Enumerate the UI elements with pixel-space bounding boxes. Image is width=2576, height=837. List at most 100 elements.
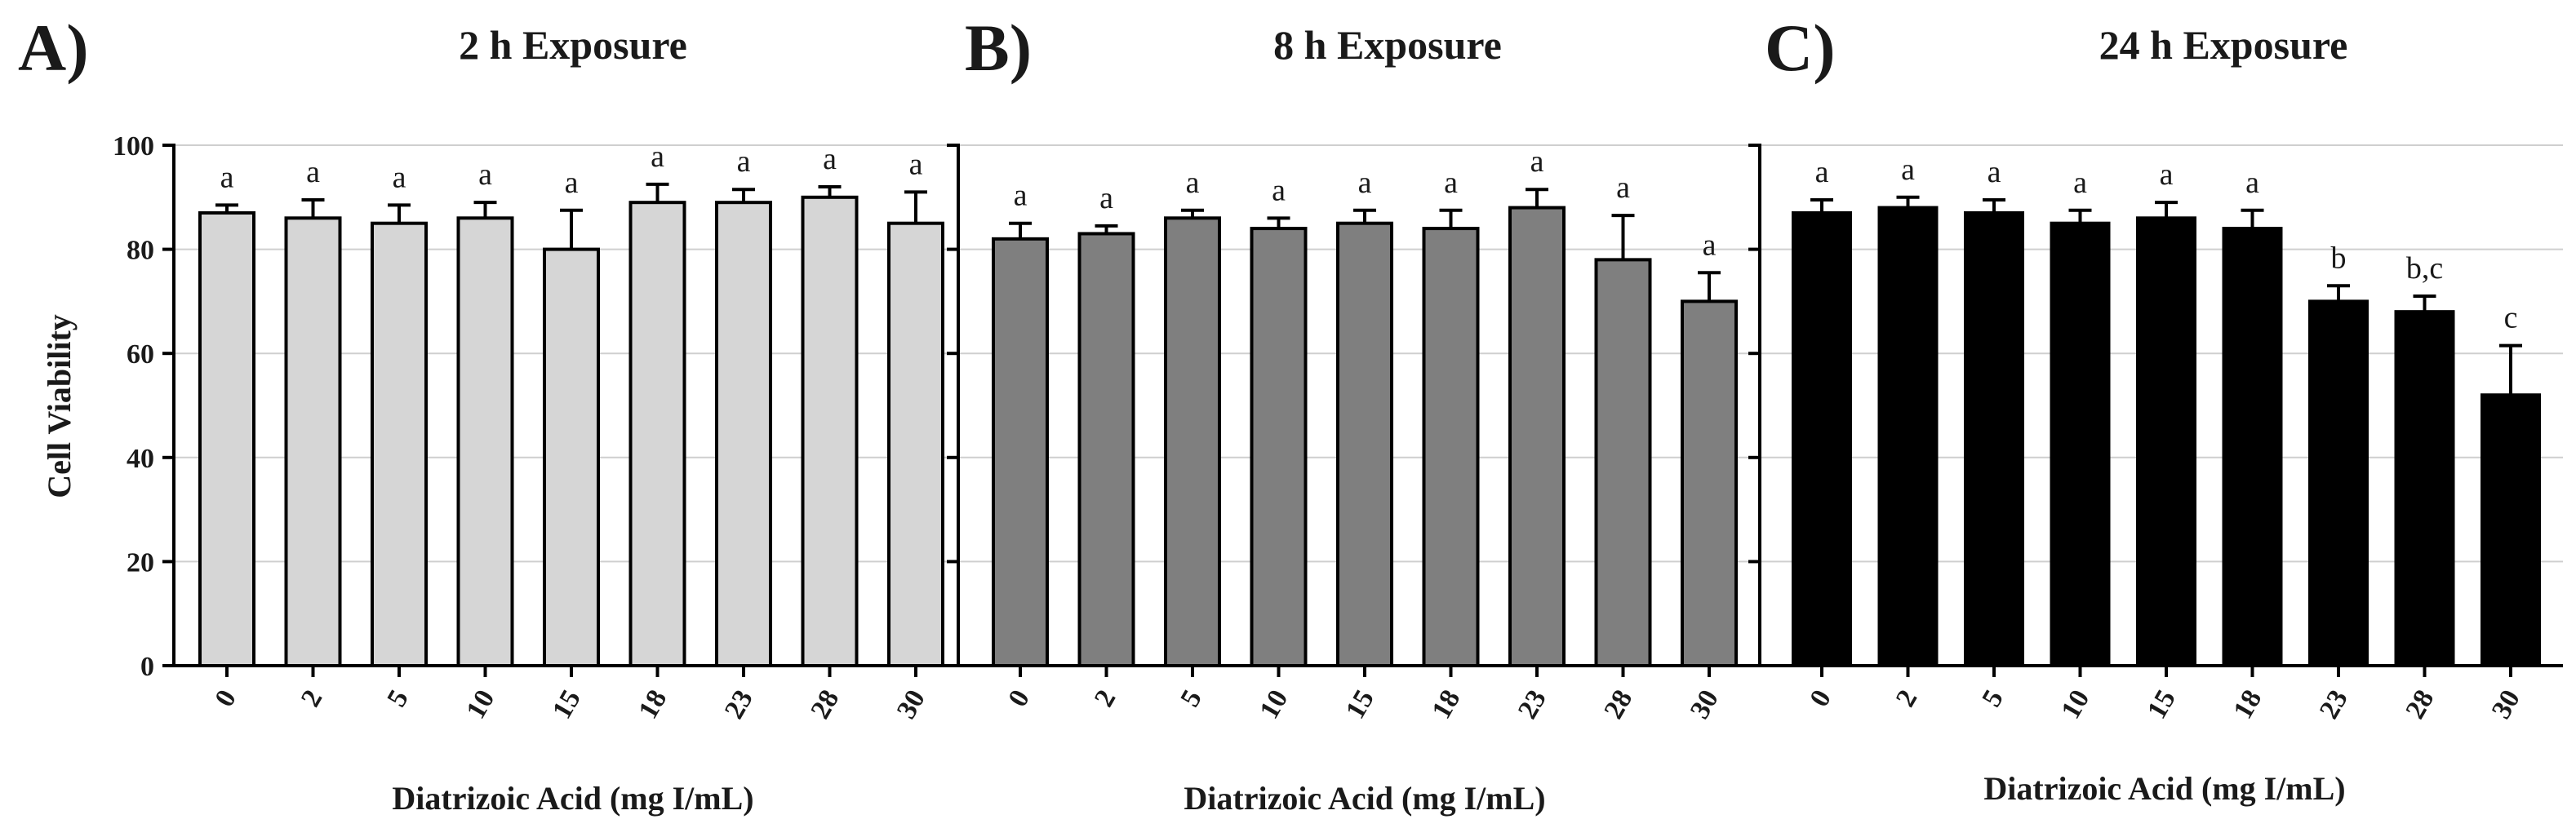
panel-a-bar bbox=[371, 221, 428, 667]
panel-a-x-tick-label: 2 bbox=[295, 685, 329, 712]
panel-b-bar bbox=[1250, 227, 1308, 667]
panel-a-y-tick-label: 40 bbox=[127, 444, 154, 474]
panel-a-x-ticks: 0 2 5 10 15 18 23 28 30 bbox=[209, 685, 931, 724]
panel-a-significance-labels: a a a a aa a a a bbox=[220, 140, 923, 200]
panel-b-x-ticks: 0 2 5 10 15 18 23 28 30 bbox=[1002, 685, 1725, 724]
panel-a-letter: A) bbox=[18, 11, 89, 85]
panel-b-significance-label: a bbox=[1530, 144, 1544, 179]
panel-c-significance-label: b,c bbox=[2406, 251, 2443, 286]
panel-c: 0 2 5 10 15 18 23 28 30 a a a a a a b b,c c C) 24 h Expo… bbox=[1748, 11, 2563, 807]
panel-b-bar bbox=[1077, 232, 1135, 667]
panel-a-y-tick-label: 0 bbox=[140, 652, 154, 682]
panel-b-x-tick-label: 15 bbox=[1340, 685, 1380, 724]
panel-a-significance-label: a bbox=[393, 160, 406, 194]
panel-b: 0 2 5 10 15 18 23 28 30 a a a a a a a a a B) 8 h Exposur… bbox=[947, 11, 1760, 817]
panel-b-bar bbox=[1508, 206, 1566, 667]
panel-a-bar bbox=[198, 210, 255, 667]
panel-c-significance-label: c bbox=[2504, 301, 2518, 335]
panel-a-significance-label: a bbox=[220, 160, 234, 194]
panel-c-bar bbox=[2308, 299, 2369, 667]
panel-a-x-tick-label: 5 bbox=[381, 685, 415, 712]
panel-b-title: 8 h Exposure bbox=[1273, 22, 1502, 68]
panel-c-bar bbox=[2136, 216, 2196, 667]
panel-c-significance-label: a bbox=[1815, 155, 1829, 189]
panel-a-significance-label: a bbox=[823, 142, 837, 176]
panel-a-bar bbox=[887, 221, 944, 667]
panel-c-bar bbox=[1792, 210, 1852, 667]
panel-b-letter: B) bbox=[965, 11, 1032, 85]
panel-b-bar bbox=[1164, 216, 1221, 667]
panel-c-significance-label: a bbox=[1988, 155, 2001, 189]
panel-a-bar bbox=[715, 201, 772, 667]
panel-c-letter: C) bbox=[1765, 11, 1836, 85]
panel-c-bar bbox=[2394, 310, 2455, 667]
panel-a-significance-label: a bbox=[651, 140, 664, 174]
panel-c-axes bbox=[1748, 144, 2563, 677]
panel-b-x-tick-label: 28 bbox=[1598, 685, 1638, 724]
panel-b-significance-label: a bbox=[1444, 166, 1458, 200]
panel-b-x-tick-label: 30 bbox=[1685, 685, 1725, 724]
panel-b-significance-label: a bbox=[1272, 173, 1286, 207]
panel-b-bar bbox=[1681, 299, 1738, 667]
y-axis-label: Cell Viability bbox=[41, 314, 78, 498]
panel-c-significance-label: a bbox=[2245, 166, 2259, 200]
panel-b-significance-label: a bbox=[1186, 166, 1200, 200]
panel-b-significance-label: a bbox=[1616, 170, 1630, 205]
panel-b-significance-label: a bbox=[1703, 228, 1717, 262]
panel-a-significance-label: a bbox=[737, 144, 751, 179]
panel-b-bar bbox=[1422, 227, 1480, 667]
panel-b-bar bbox=[1594, 258, 1652, 667]
panel-a-significance-label: a bbox=[565, 166, 579, 200]
panel-c-x-axis-label: Diatrizoic Acid (mg I/mL) bbox=[1983, 770, 2345, 807]
panel-c-bar bbox=[1877, 206, 1939, 667]
panel-c-significance-label: a bbox=[1901, 153, 1915, 187]
panel-c-significance-label: a bbox=[2160, 157, 2174, 192]
panel-a-y-ticks: 0 20 40 60 80 100 bbox=[113, 131, 154, 682]
panel-c-x-tick-label: 0 bbox=[1804, 685, 1837, 712]
panel-a-x-tick-label: 0 bbox=[209, 685, 242, 712]
panel-c-bar bbox=[2222, 227, 2283, 667]
panel-a: 0 20 40 60 80 100 0 2 5 10 15 18 23 28 30 a a a a a a a a a A… bbox=[18, 11, 958, 817]
panel-c-x-tick-label: 28 bbox=[2400, 685, 2440, 724]
panel-c-x-tick-label: 2 bbox=[1890, 685, 1924, 712]
panel-c-x-ticks: 0 2 5 10 15 18 23 28 30 bbox=[1804, 685, 2526, 724]
panel-b-x-axis-label: Diatrizoic Acid (mg I/mL) bbox=[1184, 780, 1545, 817]
panel-b-x-tick-label: 0 bbox=[1002, 685, 1036, 712]
panel-a-axes bbox=[162, 144, 958, 677]
panel-a-y-tick-label: 100 bbox=[113, 131, 154, 162]
panel-a-x-axis-label: Diatrizoic Acid (mg I/mL) bbox=[392, 780, 753, 817]
panel-b-x-tick-label: 2 bbox=[1089, 685, 1122, 712]
panel-b-significance-labels: a a a a a a a a a bbox=[1014, 144, 1717, 262]
panel-a-bar bbox=[801, 195, 859, 668]
panel-b-x-tick-label: 10 bbox=[1254, 685, 1294, 724]
panel-a-x-tick-label: 23 bbox=[719, 685, 759, 724]
panel-b-x-tick-label: 23 bbox=[1512, 685, 1552, 724]
panel-b-x-tick-label: 5 bbox=[1175, 685, 1208, 712]
panel-c-bar bbox=[2481, 393, 2541, 667]
panel-b-significance-label: a bbox=[1014, 179, 1028, 213]
panel-a-y-tick-label: 60 bbox=[127, 339, 154, 370]
panel-c-x-tick-label: 30 bbox=[2486, 685, 2526, 724]
panel-a-x-tick-label: 18 bbox=[633, 685, 673, 724]
panel-a-significance-label: a bbox=[306, 155, 320, 189]
panel-a-bar bbox=[628, 201, 686, 667]
panel-a-significance-label: a bbox=[478, 157, 492, 192]
panel-c-bar bbox=[2050, 221, 2111, 667]
panel-c-significance-labels: a a a a a a b b,c c bbox=[1815, 153, 2518, 335]
panel-a-y-tick-label: 80 bbox=[127, 236, 154, 266]
panel-a-x-tick-label: 15 bbox=[547, 685, 587, 724]
panel-a-x-tick-label: 10 bbox=[460, 685, 500, 724]
panel-a-bars bbox=[198, 182, 944, 668]
panel-a-significance-label: a bbox=[909, 147, 923, 181]
panel-c-significance-label: b bbox=[2331, 241, 2347, 275]
panel-b-bar bbox=[992, 237, 1049, 667]
panel-a-title: 2 h Exposure bbox=[459, 22, 687, 68]
panel-c-x-tick-label: 5 bbox=[1976, 685, 2010, 712]
panel-a-bar bbox=[543, 247, 600, 667]
panel-b-bar bbox=[1336, 221, 1393, 667]
panel-c-significance-label: a bbox=[2073, 166, 2087, 200]
panel-b-bars bbox=[992, 188, 1738, 667]
panel-c-x-tick-label: 15 bbox=[2142, 685, 2182, 724]
panel-a-bar bbox=[284, 216, 342, 667]
